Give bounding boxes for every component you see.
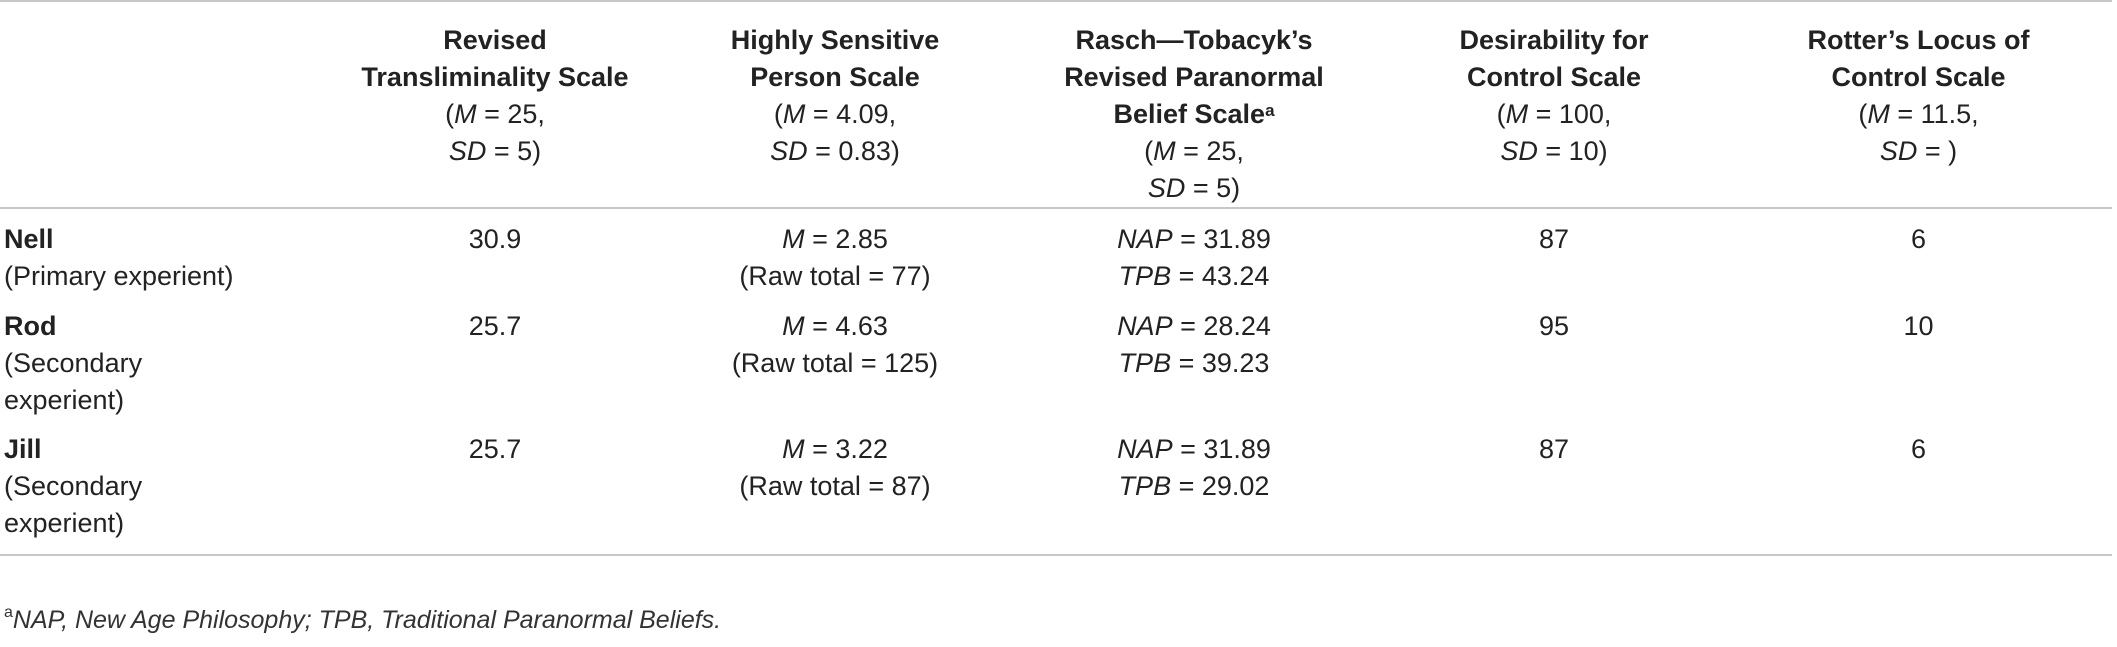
header-hsp: Highly Sensitive Person Scale (M = 4.09,… [665, 2, 1005, 209]
header-title-line: Rotter’s Locus of [1807, 25, 2030, 55]
paranormal-cell: NAP = 28.24 TPB = 39.23 [1005, 295, 1383, 419]
header-title-line: Highly Sensitive [730, 25, 940, 55]
participant-role-line: experient) [4, 508, 125, 538]
table-row: Nell (Primary experient) 30.9 M = 2.85 (… [0, 208, 2112, 295]
header-desirability: Desirability for Control Scale (M = 100,… [1383, 2, 1725, 209]
locus-cell: 6 [1725, 419, 2112, 556]
header-title-line: Person Scale [750, 62, 920, 92]
header-stat-line: SD = 0.83) [770, 136, 900, 166]
participant-role: (Primary experient) [4, 261, 234, 291]
header-row: Revised Transliminality Scale (M = 25, S… [0, 2, 2112, 209]
header-title-line: Desirability for [1459, 25, 1649, 55]
footnote-marker: a [1265, 101, 1275, 120]
transliminality-cell: 25.7 [468, 311, 522, 341]
hsp-mean: M = 2.85 [782, 224, 888, 254]
transliminality-cell: 30.9 [468, 224, 522, 254]
hsp-raw: (Raw total = 125) [731, 348, 939, 378]
table-footnote: aNAP, New Age Philosophy; TPB, Tradition… [4, 604, 722, 635]
hsp-cell: M = 2.85 (Raw total = 77) [665, 208, 1005, 295]
header-empty [0, 2, 325, 209]
hsp-mean: M = 3.22 [782, 434, 888, 464]
tpb-value: TPB = 29.02 [1118, 471, 1270, 501]
header-stat-line: SD = ) [1879, 136, 1958, 166]
header-transliminality: Revised Transliminality Scale (M = 25, S… [325, 2, 665, 209]
header-stat-line: (M = 4.09, [773, 99, 897, 129]
table-row: Rod (Secondary experient) 25.7 M = 4.63 … [0, 295, 2112, 419]
hsp-cell: M = 3.22 (Raw total = 87) [665, 419, 1005, 556]
header-title-line: Revised [443, 25, 547, 55]
table-row: Jill (Secondary experient) 25.7 M = 3.22… [0, 419, 2112, 556]
header-title-line: Revised Paranormal [1064, 62, 1324, 92]
header-paranormal: Rasch—Tobacyk’s Revised Paranormal Belie… [1005, 2, 1383, 209]
row-header: Rod (Secondary experient) [0, 295, 325, 419]
desirability-cell: 95 [1538, 311, 1570, 341]
header-stat-line: (M = 100, [1496, 99, 1612, 129]
nap-value: NAP = 28.24 [1117, 311, 1271, 341]
participant-name: Nell [4, 224, 54, 254]
tpb-value: TPB = 43.24 [1118, 261, 1270, 291]
header-title-line: Belief Scalea [1009, 96, 1379, 133]
header-stat-line: SD = 5) [1147, 173, 1241, 203]
header-stat-line: (M = 25, [445, 99, 545, 129]
tpb-value: TPB = 39.23 [1118, 348, 1270, 378]
paranormal-cell: NAP = 31.89 TPB = 43.24 [1005, 208, 1383, 295]
footnote-text: NAP, New Age Philosophy; TPB, Traditiona… [12, 606, 722, 634]
header-stat-line: (M = 25, [1144, 136, 1244, 166]
header-locus: Rotter’s Locus of Control Scale (M = 11.… [1725, 2, 2112, 209]
header-title-line: Control Scale [1466, 62, 1642, 92]
hsp-mean: M = 4.63 [782, 311, 888, 341]
participant-role-line: (Secondary [4, 348, 143, 378]
participant-role-line: experient) [4, 385, 125, 415]
desirability-cell: 87 [1383, 419, 1725, 556]
footnote-marker: a [4, 604, 13, 621]
paranormal-cell: NAP = 31.89 TPB = 29.02 [1005, 419, 1383, 556]
desirability-cell: 87 [1538, 224, 1570, 254]
nap-value: NAP = 31.89 [1117, 224, 1271, 254]
header-stat-line: SD = 10) [1500, 136, 1608, 166]
participant-name: Rod [4, 311, 57, 341]
transliminality-cell: 25.7 [325, 419, 665, 556]
header-title-line: Control Scale [1831, 62, 2006, 92]
locus-cell: 6 [1910, 224, 1927, 254]
row-header: Nell (Primary experient) [0, 208, 325, 295]
participant-role-line: (Secondary [4, 471, 143, 501]
hsp-cell: M = 4.63 (Raw total = 125) [665, 295, 1005, 419]
participant-name: Jill [4, 434, 42, 464]
results-table: Revised Transliminality Scale (M = 25, S… [0, 0, 2112, 556]
header-stat-line: (M = 11.5, [1858, 99, 1979, 129]
row-header: Jill (Secondary experient) [0, 419, 325, 556]
nap-value: NAP = 31.89 [1117, 434, 1271, 464]
header-title-line: Transliminality Scale [361, 62, 629, 92]
header-title-text: Belief Scale [1113, 99, 1266, 129]
locus-cell: 10 [1903, 311, 1934, 341]
header-title-line: Rasch—Tobacyk’s [1075, 25, 1313, 55]
header-stat-line: SD = 5) [448, 136, 542, 166]
hsp-raw: (Raw total = 77) [739, 261, 931, 291]
hsp-raw: (Raw total = 87) [739, 471, 931, 501]
